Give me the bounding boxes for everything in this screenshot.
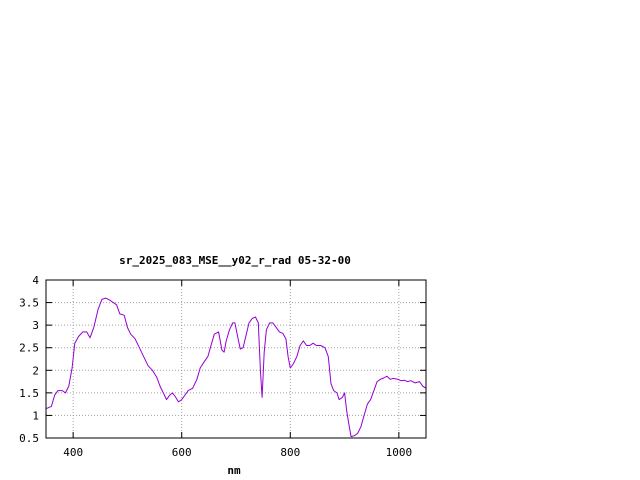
y-tick-label: 3.5 [19,297,39,310]
x-tick-label: 600 [172,446,192,459]
y-tick-label: 4 [32,274,39,287]
axis-ticks [46,279,426,439]
plot-frame [45,279,427,439]
x-tick-label: 800 [280,446,300,459]
x-axis-label: nm [227,464,241,477]
x-tick-label: 400 [63,446,83,459]
y-tick-label: 2 [32,364,39,377]
series-group [45,297,427,438]
y-tick-label: 2.5 [19,342,39,355]
tick-labels: 0.5 1 1.5 2 2.5 3 3.5 4 400 600 800 1000 [19,274,412,459]
x-tick-label: 1000 [386,446,413,459]
y-tick-label: 1.5 [19,387,39,400]
y-tick-label: 0.5 [19,432,39,445]
series-line [45,297,427,438]
y-tick-label: 3 [32,319,39,332]
y-tick-label: 1 [32,409,39,422]
chart-title: sr_2025_083_MSE__y02_r_rad 05-32-00 [119,254,351,267]
